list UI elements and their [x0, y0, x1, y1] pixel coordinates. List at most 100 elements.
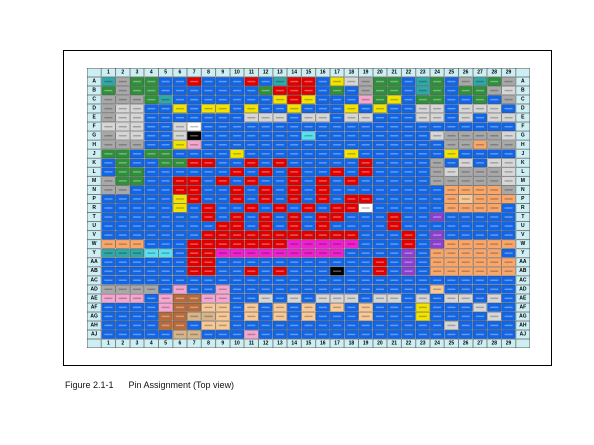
- pin-cell-F17: [330, 122, 345, 132]
- pin-signal-text: [190, 116, 199, 119]
- pin-cell-N6: [172, 185, 187, 195]
- pin-cell-W6: [172, 239, 187, 249]
- pin-cell-K1: [101, 158, 116, 168]
- pin-signal-text: [361, 198, 370, 200]
- pin-cell-AA25: [444, 257, 459, 267]
- pin-signal-text: [247, 180, 256, 182]
- pin-signal-text: [433, 144, 442, 146]
- pin-signal-text: [118, 189, 127, 191]
- pin-cell-AA14: [287, 257, 302, 267]
- pin-cell-F21: [387, 122, 402, 132]
- header-cell: [87, 95, 102, 104]
- pin-cell-T11: [244, 212, 259, 222]
- pin-signal-text: [290, 80, 299, 83]
- pin-signal-text: [404, 315, 413, 318]
- pin-signal-text: [404, 198, 413, 200]
- pin-signal-text: [247, 297, 256, 300]
- pin-signal-text: [290, 107, 299, 110]
- pin-cell-D29: [501, 104, 516, 113]
- pin-cell-C14: [287, 95, 302, 104]
- pin-signal-text: [461, 306, 470, 309]
- pin-signal-text: [147, 270, 156, 272]
- pin-signal-text: [404, 252, 413, 254]
- pin-signal-text: [333, 243, 342, 245]
- pin-signal-text: [304, 216, 313, 218]
- row-label-left: AJ: [91, 331, 98, 337]
- column-label-bottom: 5: [164, 340, 167, 346]
- pin-cell-T13: [272, 212, 287, 222]
- pin-cell-AG28: [487, 312, 502, 321]
- pin-cell-AD6: [172, 284, 187, 294]
- pin-cell-AC1: [101, 275, 116, 285]
- pin-signal-text: [204, 198, 213, 200]
- pin-signal-text: [475, 315, 484, 318]
- column-label-bottom: 16: [320, 340, 326, 346]
- header-cell: [515, 113, 530, 123]
- header-cell: [187, 339, 202, 348]
- pin-signal-text: [333, 171, 342, 173]
- pin-cell-AC15: [301, 275, 316, 285]
- row-label-right: H: [521, 142, 525, 148]
- pin-signal-text: [104, 324, 113, 327]
- pin-signal-text: [290, 216, 299, 218]
- pin-cell-AE4: [144, 293, 159, 303]
- pin-cell-Y6: [172, 248, 187, 258]
- pin-cell-R29: [501, 203, 516, 213]
- pin-cell-H7: [187, 140, 202, 150]
- pin-signal-text: [233, 144, 242, 146]
- pin-cell-AC13: [272, 275, 287, 285]
- pin-signal-text: [218, 333, 227, 336]
- pin-signal-text: [304, 333, 313, 336]
- pin-cell-J6: [172, 149, 187, 159]
- pin-signal-text: [347, 171, 356, 173]
- pin-signal-text: [361, 333, 370, 336]
- pin-signal-text: [504, 333, 513, 336]
- pin-signal-text: [475, 243, 484, 245]
- pin-signal-text: [361, 189, 370, 191]
- pin-signal-text: [390, 297, 399, 300]
- pin-cell-U22: [401, 221, 416, 231]
- pin-signal-text: [433, 98, 442, 101]
- pin-cell-AJ7: [187, 330, 202, 339]
- pin-signal-text: [147, 216, 156, 218]
- pin-cell-AC17: [330, 275, 345, 285]
- pin-signal-text: [418, 216, 427, 218]
- pin-signal-text: [233, 189, 242, 191]
- pin-cell-T28: [487, 212, 502, 222]
- pin-signal-text: [504, 225, 513, 227]
- pin-signal-text: [347, 98, 356, 101]
- pin-signal-text: [433, 315, 442, 318]
- pin-signal-text: [161, 125, 170, 128]
- pin-signal-text: [375, 324, 384, 327]
- pin-signal-text: [118, 198, 127, 200]
- pin-signal-text: [204, 225, 213, 227]
- pin-cell-L14: [287, 167, 302, 177]
- pin-signal-text: [218, 180, 227, 182]
- pin-signal-text: [447, 162, 456, 164]
- pin-cell-C21: [387, 95, 402, 104]
- pin-cell-P3: [130, 194, 144, 204]
- pin-cell-B7: [187, 86, 202, 95]
- pin-cell-C7: [187, 95, 202, 104]
- pin-signal-text: [333, 107, 342, 110]
- pin-signal-text: [247, 216, 256, 218]
- pin-cell-T27: [473, 212, 487, 222]
- pin-signal-text: [133, 225, 142, 227]
- pin-signal-text: [447, 315, 456, 318]
- pin-cell-E11: [244, 113, 259, 123]
- pin-signal-text: [204, 89, 213, 92]
- pin-signal-text: [347, 80, 356, 83]
- header-cell: [458, 68, 473, 77]
- pin-cell-AJ13: [272, 330, 287, 339]
- pin-cell-L4: [144, 167, 159, 177]
- pin-cell-A3: [130, 77, 144, 86]
- pin-cell-J8: [201, 149, 216, 159]
- pin-signal-text: [190, 98, 199, 101]
- pin-signal-text: [404, 225, 413, 227]
- pin-signal-text: [147, 279, 156, 281]
- pin-cell-L28: [487, 167, 502, 177]
- pin-signal-text: [261, 153, 270, 155]
- header-cell: [87, 104, 102, 114]
- pin-signal-text: [247, 153, 256, 155]
- pin-cell-K17: [330, 158, 345, 168]
